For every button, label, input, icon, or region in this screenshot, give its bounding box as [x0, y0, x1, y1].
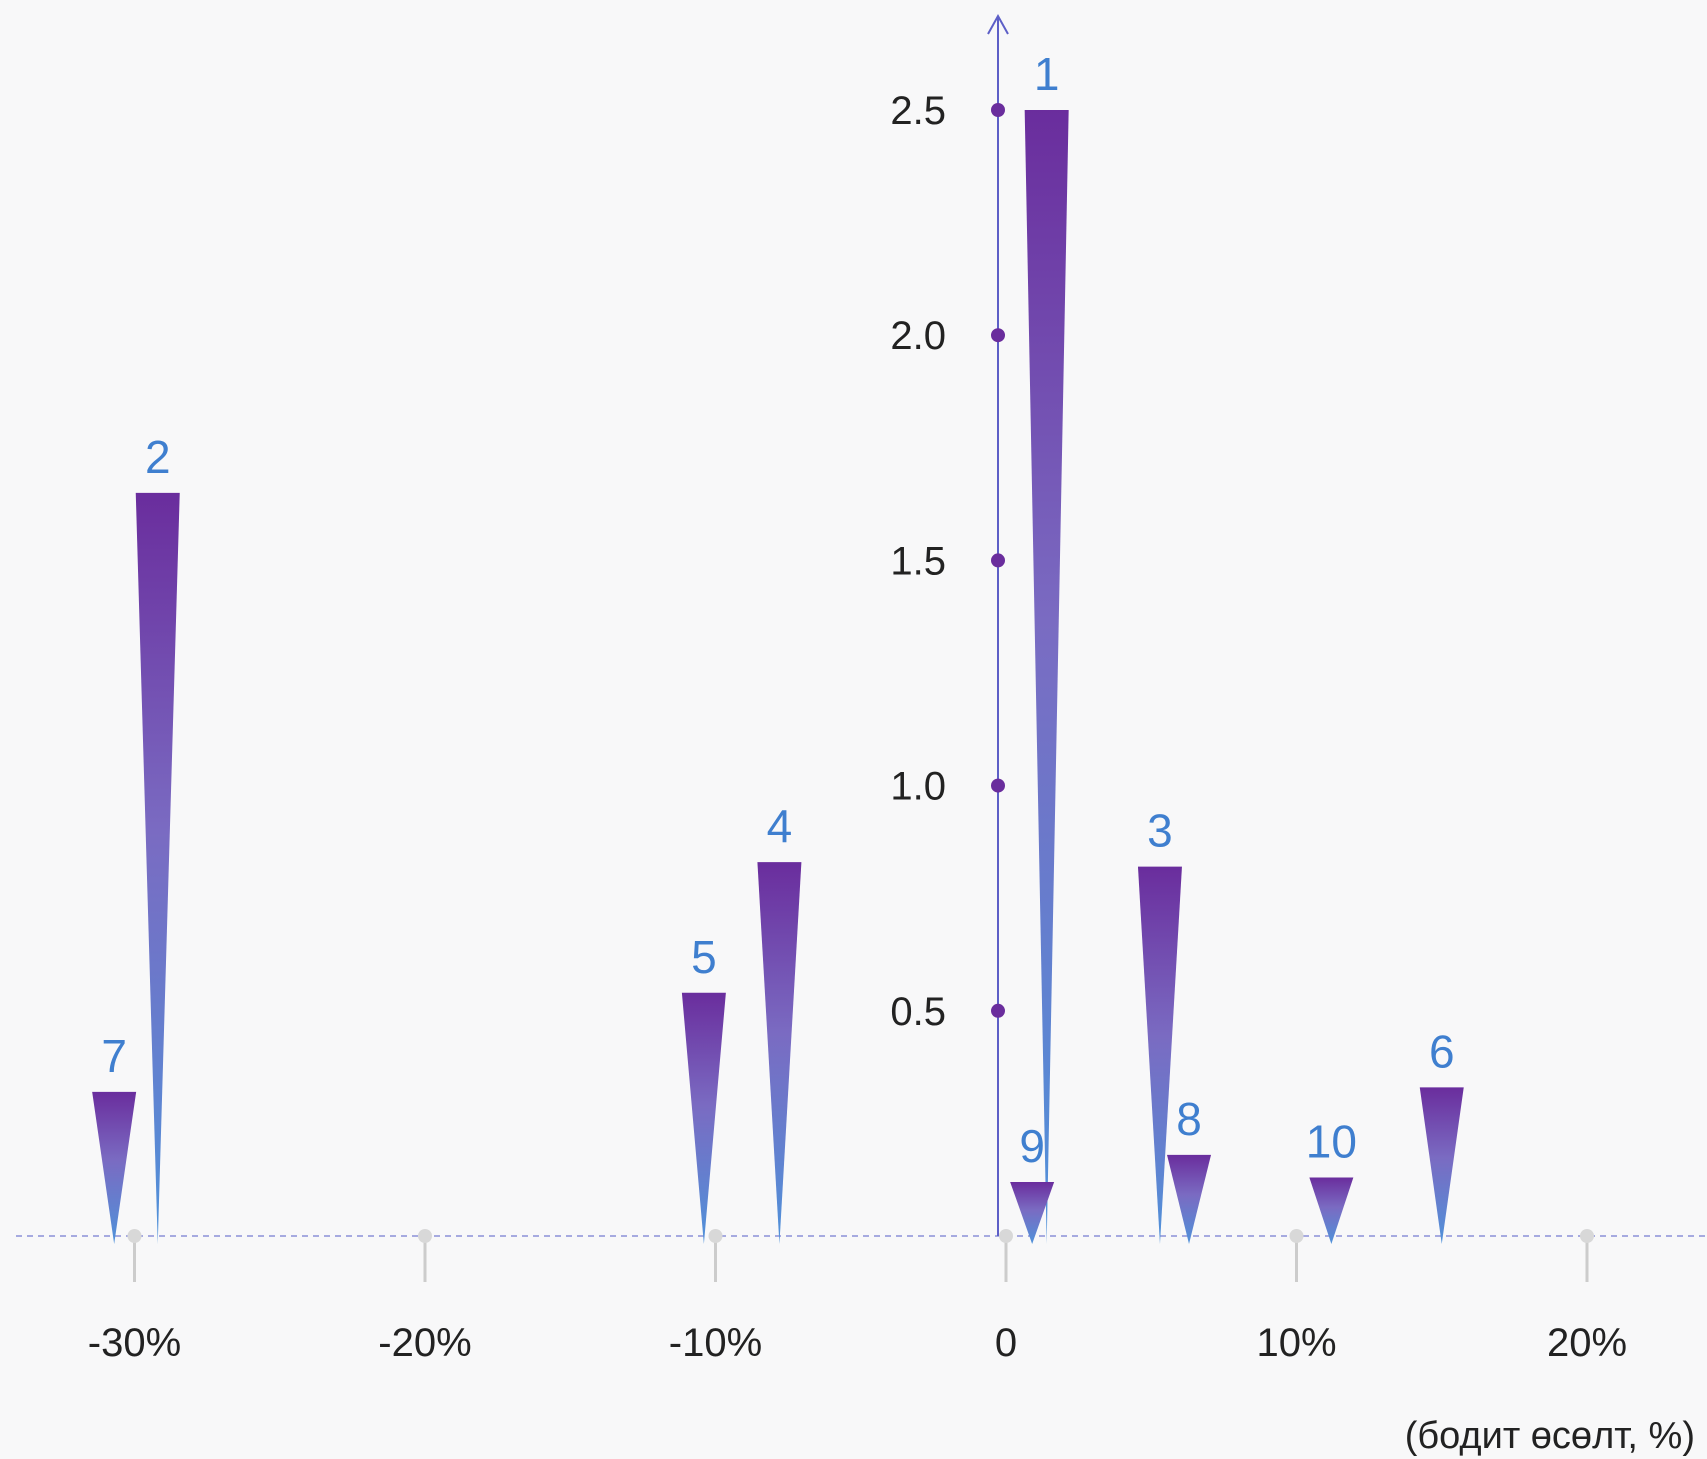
- y-tick-label: 2.0: [890, 314, 946, 358]
- x-tick-label: -20%: [378, 1321, 471, 1365]
- data-marker-7: [92, 1091, 137, 1244]
- x-tick-dot: [127, 1229, 142, 1243]
- data-marker-3: [1137, 866, 1182, 1244]
- data-label-4: 4: [767, 800, 793, 852]
- y-axis-arrow: [987, 13, 1009, 35]
- x-tick-label: 20%: [1547, 1321, 1627, 1365]
- data-marker-10: [1309, 1177, 1354, 1244]
- y-tick-label: 0.5: [890, 990, 946, 1034]
- data-label-1: 1: [1034, 48, 1060, 100]
- data-labels: 1 2 3 4 5 6 7 8 9 10: [101, 48, 1454, 1172]
- x-tick-dot: [999, 1229, 1013, 1243]
- y-axis: 0.5 1.0 1.5 2.0 2.5: [890, 13, 1009, 1236]
- data-label-3: 3: [1147, 805, 1173, 857]
- y-tick-label: 2.5: [890, 89, 946, 133]
- x-tick-dot: [418, 1229, 432, 1243]
- x-tick-dot: [1580, 1229, 1594, 1243]
- y-tick-dot: [991, 103, 1005, 117]
- x-tick-label: -10%: [669, 1321, 762, 1365]
- data-label-9: 9: [1019, 1120, 1045, 1172]
- y-tick-label: 1.5: [890, 539, 946, 583]
- data-marker-9: [1010, 1181, 1055, 1244]
- x-tick-dot: [708, 1229, 723, 1243]
- data-label-5: 5: [691, 931, 717, 983]
- y-tick-dot: [991, 778, 1005, 793]
- data-markers: [92, 110, 1464, 1245]
- x-tick-dot: [1289, 1229, 1304, 1243]
- x-tick-label: 10%: [1256, 1321, 1336, 1365]
- x-axis-ticks: -30% -20% -10% 0 10% 20%: [88, 1229, 1627, 1365]
- data-label-6: 6: [1429, 1025, 1455, 1077]
- data-label-2: 2: [145, 431, 171, 483]
- data-marker-5: [681, 992, 726, 1244]
- data-label-8: 8: [1176, 1093, 1202, 1145]
- y-tick-dot: [991, 553, 1005, 568]
- y-tick-dot: [991, 1003, 1005, 1018]
- x-tick-label: -30%: [88, 1321, 181, 1365]
- data-marker-4: [757, 862, 802, 1244]
- data-marker-8: [1167, 1154, 1212, 1244]
- data-marker-1: [1024, 110, 1069, 1244]
- x-tick-label: 0: [995, 1321, 1017, 1365]
- x-unit-label: (бодит өсөлт, %): [1405, 1415, 1695, 1457]
- data-label-10: 10: [1306, 1115, 1357, 1167]
- data-marker-6: [1419, 1087, 1464, 1244]
- y-tick-label: 1.0: [890, 765, 946, 809]
- y-tick-dot: [991, 328, 1005, 343]
- data-label-7: 7: [101, 1030, 127, 1082]
- data-marker-2: [135, 492, 180, 1245]
